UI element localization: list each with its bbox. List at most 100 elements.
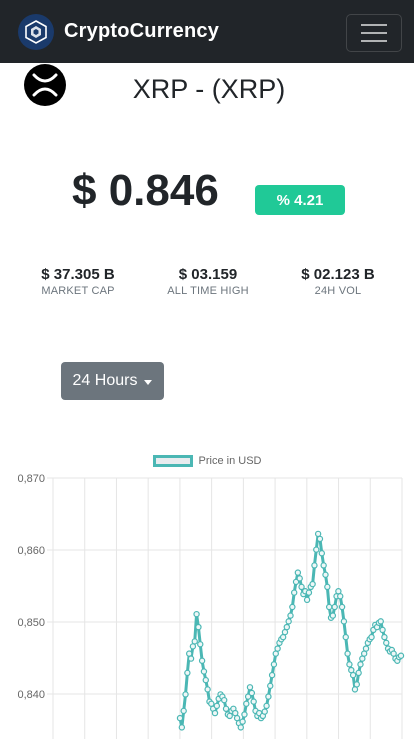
data-point: [178, 724, 186, 731]
data-point: [220, 696, 228, 704]
data-point: [381, 633, 388, 641]
coin-title: XRP - (XRP): [132, 74, 286, 104]
data-point: [322, 571, 329, 578]
stat-value: $ 02.123 B: [301, 266, 375, 283]
stat-market-cap: $ 37.305 B MARKET CAP: [18, 266, 138, 297]
data-point: [182, 691, 189, 698]
data-point: [176, 714, 184, 722]
data-point: [202, 676, 209, 684]
data-point: [331, 603, 338, 611]
data-point: [184, 669, 191, 677]
data-point: [337, 593, 344, 600]
data-point: [324, 583, 331, 591]
coin-price: $ 0.846: [72, 166, 219, 215]
data-point: [261, 708, 268, 715]
data-point: [294, 569, 302, 576]
data-point: [397, 652, 405, 659]
data-point: [309, 580, 316, 588]
data-point: [296, 575, 303, 582]
data-point: [265, 693, 272, 700]
data-point: [357, 661, 364, 668]
stat-label: 24H VOL: [314, 285, 362, 297]
crypto-com-logo-icon: [18, 13, 54, 50]
time-range-label: 24 Hours: [72, 372, 138, 389]
data-point: [303, 596, 311, 604]
stat-value: $ 03.159: [178, 266, 238, 283]
data-point: [287, 612, 294, 619]
data-point: [268, 671, 276, 679]
data-point: [311, 562, 318, 569]
y-tick-label: 0,840: [17, 689, 45, 701]
data-point: [197, 641, 204, 648]
data-point: [195, 623, 202, 631]
data-point: [285, 618, 292, 625]
navbar: CryptoCurrency: [0, 0, 414, 63]
stat-all-time-high: $ 03.159 ALL TIME HIGH: [148, 266, 268, 297]
data-point: [274, 645, 281, 652]
data-point: [180, 707, 187, 715]
data-point: [289, 603, 296, 611]
data-point: [338, 603, 346, 611]
data-point: [362, 645, 370, 652]
data-point: [198, 657, 206, 664]
data-point: [355, 669, 362, 677]
data-point: [270, 661, 278, 668]
data-point: [342, 633, 349, 641]
brand-name: CryptoCurrency: [64, 20, 220, 42]
data-point: [187, 655, 195, 662]
data-point: [329, 612, 337, 619]
brand-link[interactable]: CryptoCurrency: [18, 13, 220, 50]
data-point: [250, 698, 257, 705]
data-point: [222, 705, 230, 712]
data-point: [200, 668, 208, 675]
data-point: [313, 546, 320, 553]
data-point: [383, 639, 390, 647]
xrp-logo-icon: [24, 64, 66, 106]
data-point: [248, 689, 256, 697]
data-point: [267, 682, 274, 690]
data-point: [298, 583, 305, 591]
data-point: [346, 661, 353, 668]
data-point: [204, 686, 211, 693]
data-point: [193, 610, 200, 618]
data-point: [340, 618, 348, 625]
y-tick-label: 0,860: [17, 545, 45, 557]
stat-label: ALL TIME HIGH: [167, 285, 249, 297]
data-point: [320, 562, 327, 569]
y-tick-label: 0,870: [17, 473, 45, 485]
data-point: [241, 711, 248, 718]
data-point: [368, 633, 375, 641]
y-tick-label: 0,850: [17, 617, 45, 629]
data-point: [292, 578, 300, 586]
data-point: [325, 603, 333, 611]
stat-value: $ 37.305 B: [41, 266, 115, 283]
data-point: [244, 693, 252, 700]
hamburger-menu-icon[interactable]: [346, 14, 402, 52]
data-point: [377, 618, 384, 625]
data-point: [243, 700, 250, 707]
data-point: [344, 650, 351, 657]
data-point: [379, 626, 386, 634]
time-range-dropdown[interactable]: 24 Hours: [61, 362, 164, 400]
data-point: [318, 550, 326, 557]
price-chart: Price in USD 0,870 0,860 0,850 0,840: [0, 450, 414, 739]
data-point: [316, 535, 324, 543]
legend-swatch: [152, 455, 193, 467]
data-point: [290, 589, 298, 596]
chart-legend[interactable]: Price in USD: [0, 455, 414, 467]
data-point: [213, 702, 221, 710]
data-point: [246, 684, 254, 691]
data-point: [211, 709, 219, 717]
caret-down-icon: [144, 379, 153, 385]
price-line: [178, 532, 402, 729]
data-point: [237, 724, 244, 731]
stat-label: MARKET CAP: [41, 285, 115, 297]
data-point: [305, 589, 313, 596]
data-point: [239, 718, 246, 725]
price-change-badge: % 4.21: [255, 185, 345, 215]
stat-24h-volume: $ 02.123 B 24H VOL: [278, 266, 398, 297]
data-point: [283, 623, 291, 631]
legend-label: Price in USD: [198, 455, 262, 467]
chart-canvas: 0,870 0,860 0,850 0,840: [17, 473, 405, 739]
data-point: [191, 638, 198, 645]
